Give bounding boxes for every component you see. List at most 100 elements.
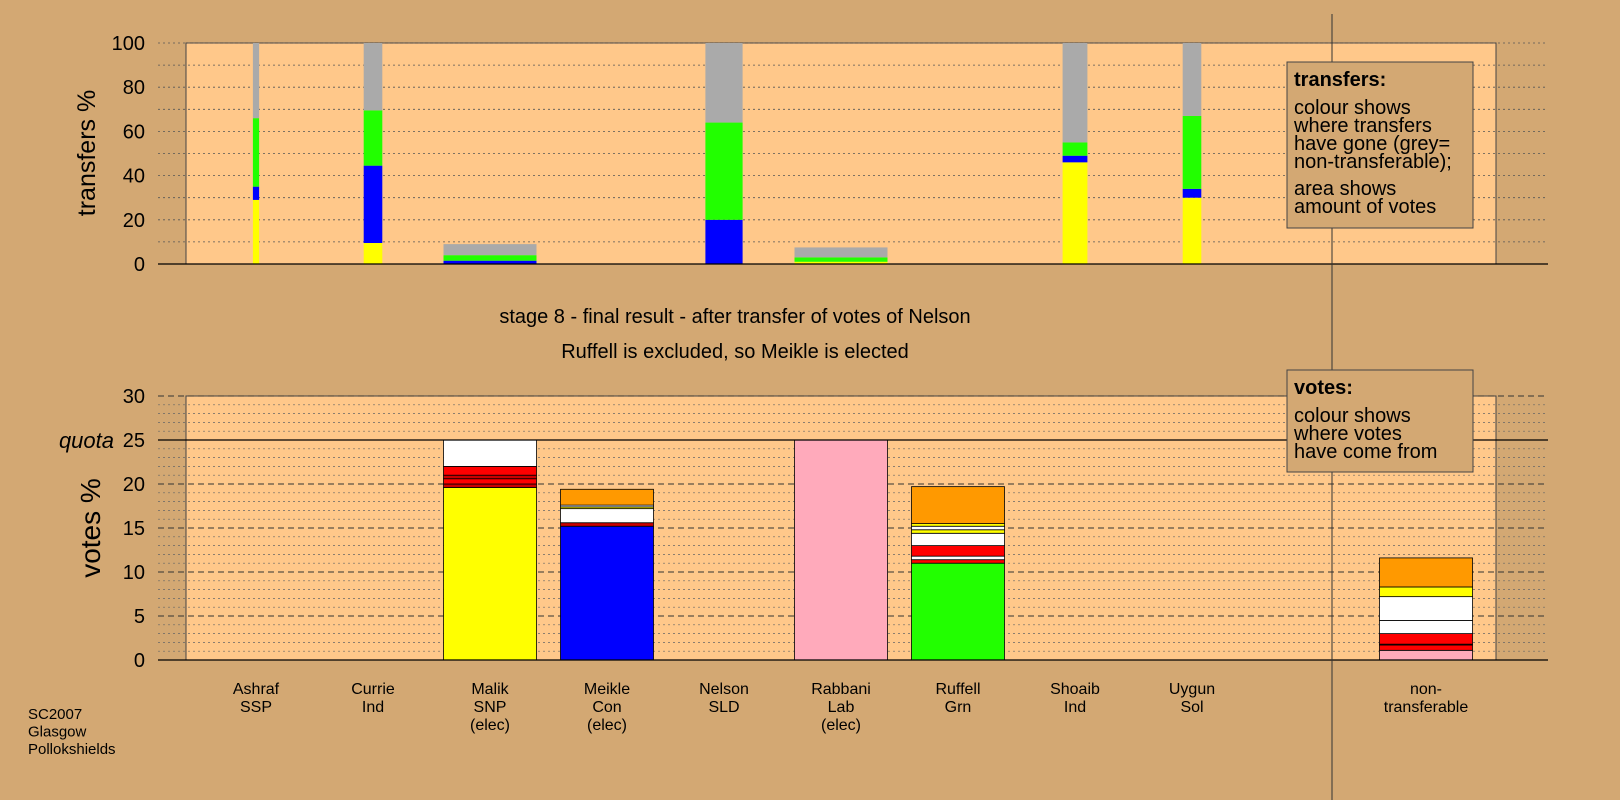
vote-bar-segment xyxy=(911,486,1005,525)
candidate-label: Malik xyxy=(471,681,509,698)
candidate-label: (elec) xyxy=(587,717,627,734)
transfer-bar-segment xyxy=(443,260,537,264)
vote-bar-segment xyxy=(560,508,654,524)
transfer-bar-segment xyxy=(1062,43,1088,143)
transfers-legend-text: colour shows xyxy=(1294,97,1411,119)
vote-bar-segment xyxy=(911,525,1005,531)
transfers-y-tick-label: 60 xyxy=(123,121,145,143)
vote-bar-segment xyxy=(443,483,537,488)
vote-bar-segment xyxy=(1379,633,1473,645)
vote-bar-segment xyxy=(1379,596,1473,621)
transfers-y-tick-label: 100 xyxy=(112,33,145,55)
transfer-bar-segment xyxy=(443,255,537,261)
candidate-label: Ind xyxy=(362,699,384,716)
candidate-label: Currie xyxy=(351,681,395,698)
footer-line: Glasgow xyxy=(28,724,87,741)
candidate-label: Nelson xyxy=(699,681,749,698)
candidate-label: Grn xyxy=(945,699,972,716)
candidate-label: Ruffell xyxy=(935,681,980,698)
candidate-label: SNP xyxy=(474,699,507,716)
transfers-legend-text: amount of votes xyxy=(1294,196,1436,218)
vote-bar-segment xyxy=(443,487,537,661)
transfers-y-tick-label: 40 xyxy=(123,166,145,188)
footer-line: SC2007 xyxy=(28,706,82,723)
votes-y-tick-label: 30 xyxy=(123,386,145,408)
candidate-label: Ind xyxy=(1064,699,1086,716)
vote-bar-segment xyxy=(1379,644,1473,651)
nontransferable-label: transferable xyxy=(1384,699,1469,716)
transfer-bar-segment xyxy=(1182,43,1202,116)
candidate-label: SLD xyxy=(708,699,739,716)
transfer-bar-segment xyxy=(252,186,260,200)
candidate-label: (elec) xyxy=(470,717,510,734)
transfer-bar-segment xyxy=(1062,142,1088,156)
votes-y-tick-label: 15 xyxy=(123,518,145,540)
transfers-y-axis-title: transfers % xyxy=(73,90,101,216)
footer-line: Pollokshields xyxy=(28,741,116,758)
vote-bar-segment xyxy=(911,555,1005,561)
vote-bar-segment xyxy=(560,522,654,527)
candidate-label: Con xyxy=(592,699,621,716)
transfer-bar-segment xyxy=(705,122,743,220)
transfer-bar-segment xyxy=(794,257,888,262)
vote-bar-segment xyxy=(443,465,537,476)
vote-bar-segment xyxy=(911,562,1005,661)
vote-bar-segment xyxy=(443,439,537,467)
transfers-y-tick-label: 0 xyxy=(134,254,145,276)
votes-y-tick-label: 25 xyxy=(123,430,145,452)
transfer-bar-segment xyxy=(252,43,260,119)
transfers-legend-title: transfers: xyxy=(1294,69,1386,91)
votes-y-tick-label: 20 xyxy=(123,474,145,496)
transfer-bar-segment xyxy=(794,247,888,258)
candidate-label: Meikle xyxy=(584,681,630,698)
candidate-label: Lab xyxy=(828,699,855,716)
candidate-label: Rabbani xyxy=(811,681,871,698)
nontransferable-label: non- xyxy=(1410,681,1442,698)
stage-subtitle: Ruffell is excluded, so Meikle is electe… xyxy=(561,341,909,363)
transfers-legend-text: have gone (grey= xyxy=(1294,133,1450,155)
transfers-chart: 0 20 40 60 80 100 transfers % xyxy=(73,33,1548,276)
vote-bar-segment xyxy=(794,439,888,661)
candidate-label: SSP xyxy=(240,699,272,716)
vote-bar-segment xyxy=(443,474,537,480)
transfers-legend-text: area shows xyxy=(1294,178,1396,200)
transfer-bar-segment xyxy=(363,165,383,244)
vote-bar-segment xyxy=(911,529,1005,534)
vote-bar-segment xyxy=(911,545,1005,557)
transfer-bar-segment xyxy=(363,43,383,111)
candidate-label: Ashraf xyxy=(233,681,280,698)
vote-bar-segment xyxy=(1379,557,1473,588)
transfer-bar-segment xyxy=(252,199,260,264)
transfer-bar-segment xyxy=(363,110,383,166)
votes-legend-text: colour shows xyxy=(1294,405,1411,427)
quota-label: quota xyxy=(59,428,114,453)
votes-y-tick-label: 5 xyxy=(134,606,145,628)
transfer-bar-segment xyxy=(1182,197,1202,264)
votes-legend-box xyxy=(1286,369,1474,473)
transfers-y-tick-label: 20 xyxy=(123,210,145,232)
vote-bar-segment xyxy=(560,525,654,661)
transfers-legend-text: where transfers xyxy=(1293,115,1432,137)
vote-bar-segment xyxy=(443,478,537,485)
transfer-bar-segment xyxy=(705,43,743,123)
transfer-bar-segment xyxy=(1062,155,1088,163)
vote-bar-segment xyxy=(1379,649,1473,661)
transfer-bar-segment xyxy=(443,244,537,256)
vote-bar-segment xyxy=(560,488,654,506)
vote-bar-segment xyxy=(911,559,1005,564)
votes-legend-text: have come from xyxy=(1294,441,1437,463)
vote-bar-segment xyxy=(1379,620,1473,635)
transfers-y-tick-label: 80 xyxy=(123,77,145,99)
vote-bar-segment xyxy=(911,532,1005,547)
transfer-bar-segment xyxy=(794,261,888,264)
transfers-legend-text: non-transferable); xyxy=(1294,151,1452,173)
transfers-legend-box xyxy=(1286,61,1474,229)
vote-bar-segment xyxy=(1379,586,1473,598)
votes-y-tick-label: 10 xyxy=(123,562,145,584)
transfer-bar-segment xyxy=(1182,115,1202,189)
transfer-bar-segment xyxy=(252,118,260,187)
votes-y-tick-label: 0 xyxy=(134,650,145,672)
transfer-bar-segment xyxy=(705,219,743,264)
